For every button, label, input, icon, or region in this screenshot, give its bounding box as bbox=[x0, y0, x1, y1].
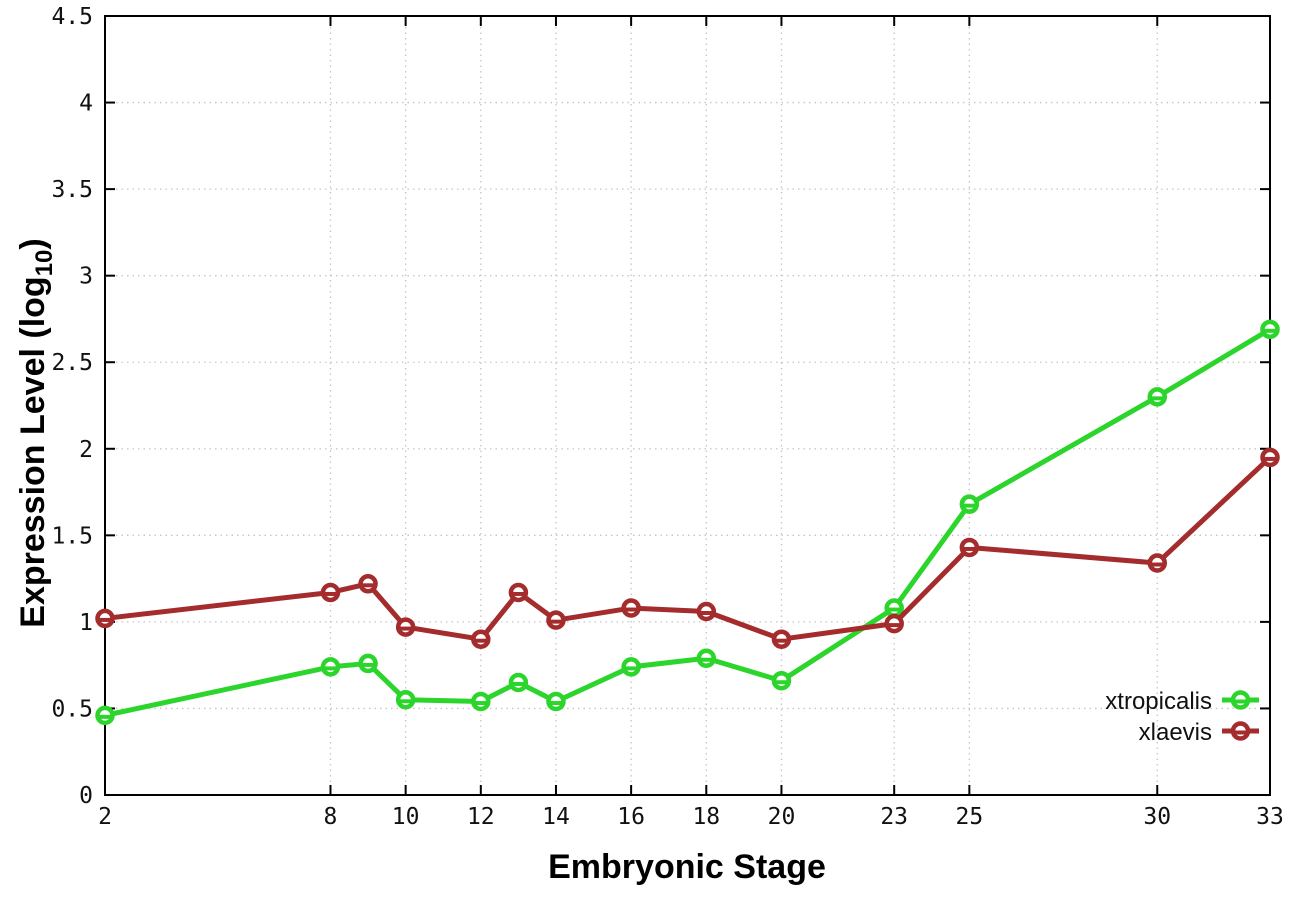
y-axis-title-subscript: 10 bbox=[31, 250, 58, 277]
data-point-xlaevis-stage-18 bbox=[696, 601, 717, 622]
legend: xtropicalis xlaevis bbox=[1105, 688, 1259, 746]
x-tick-label: 23 bbox=[880, 804, 908, 830]
y-tick-label: 4 bbox=[79, 91, 93, 117]
legend-marker-xlaevis bbox=[1222, 721, 1259, 741]
data-point-xlaevis-stage-8 bbox=[320, 582, 341, 603]
data-point-xlaevis-stage-23 bbox=[884, 613, 904, 634]
y-tick-label: 0 bbox=[79, 783, 93, 809]
y-axis-title: Expression Level (log10) bbox=[14, 238, 58, 627]
y-tick-label: 1.5 bbox=[51, 523, 93, 549]
legend-label-xlaevis: xlaevis bbox=[1139, 719, 1212, 746]
data-point-xtropicalis-stage-23 bbox=[884, 598, 904, 618]
data-point-xlaevis-stage-16 bbox=[621, 598, 641, 618]
data-point-xlaevis-stage-30 bbox=[1147, 553, 1168, 573]
data-point-xlaevis-stage-12 bbox=[471, 629, 491, 649]
data-point-xtropicalis-stage-14 bbox=[546, 691, 566, 712]
x-tick-label: 33 bbox=[1256, 804, 1284, 830]
data-point-xtropicalis-stage-2 bbox=[95, 705, 115, 726]
legend-marker-xtropicalis bbox=[1222, 690, 1259, 710]
series-markers-xtropicalis bbox=[95, 319, 1280, 726]
data-point-xlaevis-stage-14 bbox=[546, 610, 566, 630]
y-axis-title-base: Expression Level (log bbox=[14, 276, 52, 627]
series-layer bbox=[95, 319, 1280, 726]
x-tick-label: 30 bbox=[1143, 804, 1171, 830]
data-point-xlaevis-stage-2 bbox=[95, 608, 115, 629]
y-tick-label: 3.5 bbox=[51, 177, 93, 203]
x-tick-label: 2 bbox=[98, 804, 112, 830]
data-point-xtropicalis-stage-12 bbox=[471, 691, 491, 712]
x-tick-label: 18 bbox=[692, 804, 720, 830]
y-tick-label: 0.5 bbox=[51, 696, 93, 722]
y-axis-title-close: ) bbox=[14, 238, 52, 249]
y-tick-label: 2 bbox=[79, 437, 93, 463]
x-tick-label: 16 bbox=[617, 804, 645, 830]
data-point-xtropicalis-stage-18 bbox=[696, 648, 717, 668]
y-tick-label: 1 bbox=[79, 610, 93, 636]
data-point-xlaevis-stage-20 bbox=[771, 629, 792, 649]
data-point-xtropicalis-stage-20 bbox=[771, 670, 792, 691]
data-point-xtropicalis-stage-13 bbox=[508, 672, 529, 693]
data-point-xtropicalis-stage-9 bbox=[358, 653, 378, 674]
x-tick-label: 12 bbox=[467, 804, 495, 830]
x-tick-label: 10 bbox=[392, 804, 420, 830]
y-tick-label: 4.5 bbox=[51, 4, 93, 30]
y-tick-label: 3 bbox=[79, 264, 93, 290]
data-point-xtropicalis-stage-30 bbox=[1147, 387, 1168, 407]
y-tick-label: 2.5 bbox=[51, 350, 93, 376]
data-point-xlaevis-stage-9 bbox=[358, 574, 378, 594]
series-line-xtropicalis bbox=[102, 326, 1273, 718]
data-point-xlaevis-stage-10 bbox=[395, 617, 416, 637]
x-tick-label: 14 bbox=[542, 804, 570, 830]
series-markers-xlaevis bbox=[95, 447, 1280, 649]
plot-border bbox=[104, 15, 1271, 796]
data-point-xtropicalis-stage-33 bbox=[1260, 319, 1280, 340]
x-tick-label: 25 bbox=[956, 804, 984, 830]
x-axis-title: Embryonic Stage bbox=[548, 848, 826, 886]
data-point-xlaevis-stage-25 bbox=[959, 537, 980, 558]
data-point-xtropicalis-stage-25 bbox=[959, 494, 980, 514]
series-line-xlaevis bbox=[102, 454, 1273, 642]
data-point-xtropicalis-stage-16 bbox=[621, 657, 641, 677]
data-point-xlaevis-stage-13 bbox=[508, 582, 529, 603]
data-point-xtropicalis-stage-10 bbox=[395, 690, 416, 710]
x-tick-label: 20 bbox=[768, 804, 796, 830]
legend-label-xtropicalis: xtropicalis bbox=[1105, 688, 1212, 715]
data-point-xlaevis-stage-33 bbox=[1260, 447, 1280, 468]
x-tick-label: 8 bbox=[324, 804, 338, 830]
data-point-xtropicalis-stage-8 bbox=[320, 657, 341, 677]
tick-label-layer: 2 8 10 12 14 16 18 20 23 25 30 33 0 0.5 1 1.5 2 2.5 3 3.5 4 4… bbox=[51, 4, 1283, 830]
